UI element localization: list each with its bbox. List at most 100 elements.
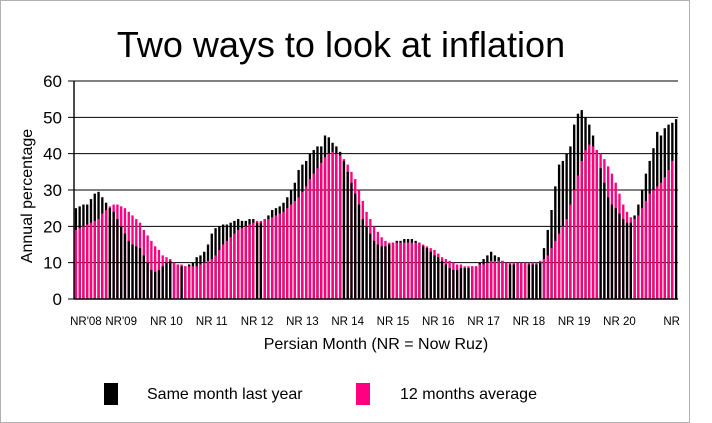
bar-same-month-last-year [180,266,183,299]
bar-12-months-average [263,219,266,299]
bar-same-month-last-year [599,168,602,299]
bar-12-months-average [320,162,323,299]
bar-same-month-last-year [365,226,368,299]
bar-12-months-average [505,262,508,299]
bar-12-months-average [663,177,666,299]
bar-12-months-average [573,190,576,299]
bar-same-month-last-year [372,240,376,299]
x-tick-label: NR 19 [558,316,591,328]
x-tick-label: NR 13 [286,316,319,328]
bar-same-month-last-year [448,268,451,299]
bar-12-months-average [391,242,395,299]
bar-same-month-last-year [346,171,349,299]
chart-title: Two ways to look at inflation [117,24,565,65]
bar-12-months-average [172,262,176,299]
bar-12-months-average [414,242,417,299]
bar-12-months-average [225,240,229,299]
bar-same-month-last-year [606,197,610,299]
bar-12-months-average [316,168,319,299]
x-tick-label: NR 17 [467,316,500,328]
bar-same-month-last-year [440,260,444,299]
bar-12-months-average [293,200,297,299]
legend-label-12-month-average: 12 months average [400,386,537,403]
bar-12-months-average [191,266,195,299]
x-tick-label: NR [663,316,680,328]
bar-same-month-last-year [603,182,606,299]
bar-same-month-last-year [123,233,127,299]
bar-12-months-average [542,259,546,299]
bar-12-months-average [301,191,304,299]
bar-same-month-last-year [535,264,538,299]
bar-same-month-last-year [361,219,364,299]
bar-12-months-average [203,262,206,299]
bar-12-months-average [218,249,221,299]
bar-12-months-average [478,264,481,299]
y-tick-label: 40 [43,145,62,164]
legend-swatch-12-month-average [356,383,370,405]
y-tick-label: 60 [43,72,62,91]
bar-12-months-average [93,220,96,299]
bar-same-month-last-year [629,222,632,299]
y-tick-label: 50 [43,108,62,127]
bar-12-months-average [304,186,308,299]
bar-same-month-last-year [437,257,440,299]
bar-same-month-last-year [433,255,436,299]
legend-label-same-month: Same month last year [147,386,303,403]
bar-12-months-average [580,160,583,299]
bar-12-months-average [474,266,478,299]
bar-12-months-average [637,215,640,299]
bar-12-months-average [395,242,398,299]
bar-12-months-average [308,179,312,299]
bar-12-months-average [659,182,663,299]
bar-same-month-last-year [146,262,149,299]
bar-12-months-average [633,219,636,299]
bar-12-months-average [199,264,202,299]
x-tick-label: NR 11 [196,316,228,328]
bar-same-month-last-year [376,244,380,299]
bar-same-month-last-year [354,193,357,299]
bar-same-month-last-year [384,246,387,299]
axes [73,81,678,300]
bar-12-months-average [206,260,210,299]
bar-12-months-average [399,242,402,299]
bar-12-months-average [489,260,493,299]
bar-same-month-last-year [425,248,429,299]
bar-same-month-last-year [429,251,432,299]
bar-same-month-last-year [380,246,383,299]
y-tick-label: 10 [43,254,62,273]
bar-12-months-average [312,173,315,299]
bar-same-month-last-year [531,264,534,299]
bar-12-months-average [584,150,587,299]
x-tick-label: NR'08 [70,316,102,328]
bar-12-months-average [104,209,108,299]
bar-12-months-average [195,266,198,299]
bar-12-months-average [403,242,406,299]
bar-12-months-average [648,193,651,299]
bar-12-months-average [97,219,100,299]
bar-12-months-average [493,260,497,299]
bar-same-month-last-year [138,248,142,299]
bar-12-months-average [210,259,213,299]
bar-same-month-last-year [422,246,425,299]
bar-same-month-last-year [116,219,119,299]
bar-12-months-average [176,264,179,299]
bar-12-months-average [418,242,421,299]
bar-same-month-last-year [467,268,470,299]
bar-12-months-average [327,153,330,299]
x-tick-label: NR 15 [377,316,410,328]
bar-same-month-last-year [135,246,138,299]
bar-12-months-average [74,229,78,299]
bar-same-month-last-year [150,269,153,299]
bar-same-month-last-year [539,262,542,299]
bar-same-month-last-year [674,119,678,300]
bar-12-months-average [240,228,244,299]
bar-same-month-last-year [357,204,361,299]
bar-same-month-last-year [169,260,172,299]
bar-12-months-average [569,204,572,299]
y-tick-label: 30 [43,181,62,200]
bar-12-months-average [86,224,89,299]
x-tick-label: NR 20 [603,316,636,328]
bar-same-month-last-year [625,222,629,299]
bar-12-months-average [640,208,644,299]
